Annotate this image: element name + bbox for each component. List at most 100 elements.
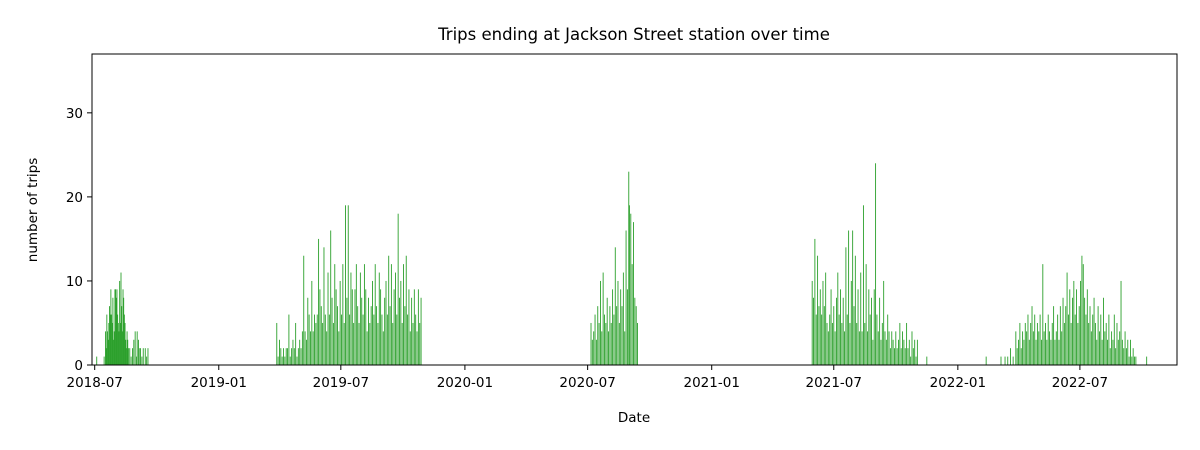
bar [1069,289,1071,365]
bar [330,230,332,365]
bar [1015,331,1017,365]
bar [324,314,326,365]
bar [338,331,340,365]
y-tick-label: 20 [66,190,83,206]
bar [347,205,349,365]
bar [1070,322,1072,365]
bar [894,348,895,365]
bar [621,306,623,365]
bar [303,255,305,365]
bar [626,289,628,365]
bar [316,314,318,365]
bar [142,348,144,365]
bar [373,314,375,365]
y-tick-label: 10 [66,274,83,290]
bar [883,280,885,365]
bar [593,331,595,365]
bar [605,322,607,365]
bar [900,348,902,365]
x-axis-label: Date [618,410,650,426]
bar [304,331,306,365]
bar [110,289,112,365]
bar [985,356,987,365]
bar [123,314,125,365]
bar [331,297,333,365]
bar [1031,306,1033,365]
x-tick-label: 2018-07 [66,375,122,391]
bar [341,314,342,365]
bar [365,289,367,365]
bar [353,322,355,365]
bar [915,356,917,365]
bar [361,297,363,365]
bar [1066,272,1068,365]
bar [624,331,626,365]
bar [96,356,98,365]
bar [842,297,844,365]
bar [633,222,634,365]
x-tick-label: 2022-07 [1052,375,1108,391]
bar [144,348,146,365]
bar [852,230,854,365]
bar [377,322,379,365]
bar [853,306,855,365]
bar [380,289,382,365]
bar [1062,297,1064,365]
bar [608,331,609,365]
bar [598,322,600,365]
bar [884,331,886,365]
bar [1072,297,1073,365]
bar [345,205,346,365]
bar [1100,314,1102,365]
bar [1020,348,1022,365]
bar [285,348,287,365]
bar [129,348,131,365]
bar [291,348,293,365]
bar [600,280,601,365]
bar [622,272,624,365]
plot-frame [91,53,1178,366]
bar [293,348,295,365]
bar [856,322,858,365]
bar [1119,331,1121,365]
bar [1073,280,1075,365]
bar [826,322,828,365]
bar [1034,314,1036,365]
bar [310,331,311,365]
bar [914,339,916,365]
bar [1058,339,1060,365]
bar [326,331,328,365]
bar [906,322,908,365]
bar [121,331,123,365]
bar [1009,348,1011,365]
bar [415,314,417,365]
bar [821,314,823,365]
bar [877,331,879,365]
bar [1128,356,1130,365]
bar [831,322,833,365]
bar [322,322,324,365]
bar [349,314,351,365]
bar [1121,339,1123,365]
bar [1117,339,1119,365]
bar [1032,331,1034,365]
bar [396,314,398,365]
bar [122,289,124,365]
bar [1115,348,1117,365]
bar [114,289,116,365]
bar [119,322,121,365]
bar [1096,339,1098,365]
bar [620,289,622,365]
x-tick-label: 2020-07 [559,375,615,391]
bar [594,314,596,365]
bar [1120,280,1122,365]
bar [1018,339,1019,365]
bar [1111,331,1113,365]
bar [339,280,341,365]
bar [1059,306,1061,365]
x-tick-label: 2022-01 [930,375,986,391]
y-axis: 0 10 20 30 [66,106,92,374]
bar [105,331,106,365]
bar [127,339,129,365]
bar [136,356,137,365]
